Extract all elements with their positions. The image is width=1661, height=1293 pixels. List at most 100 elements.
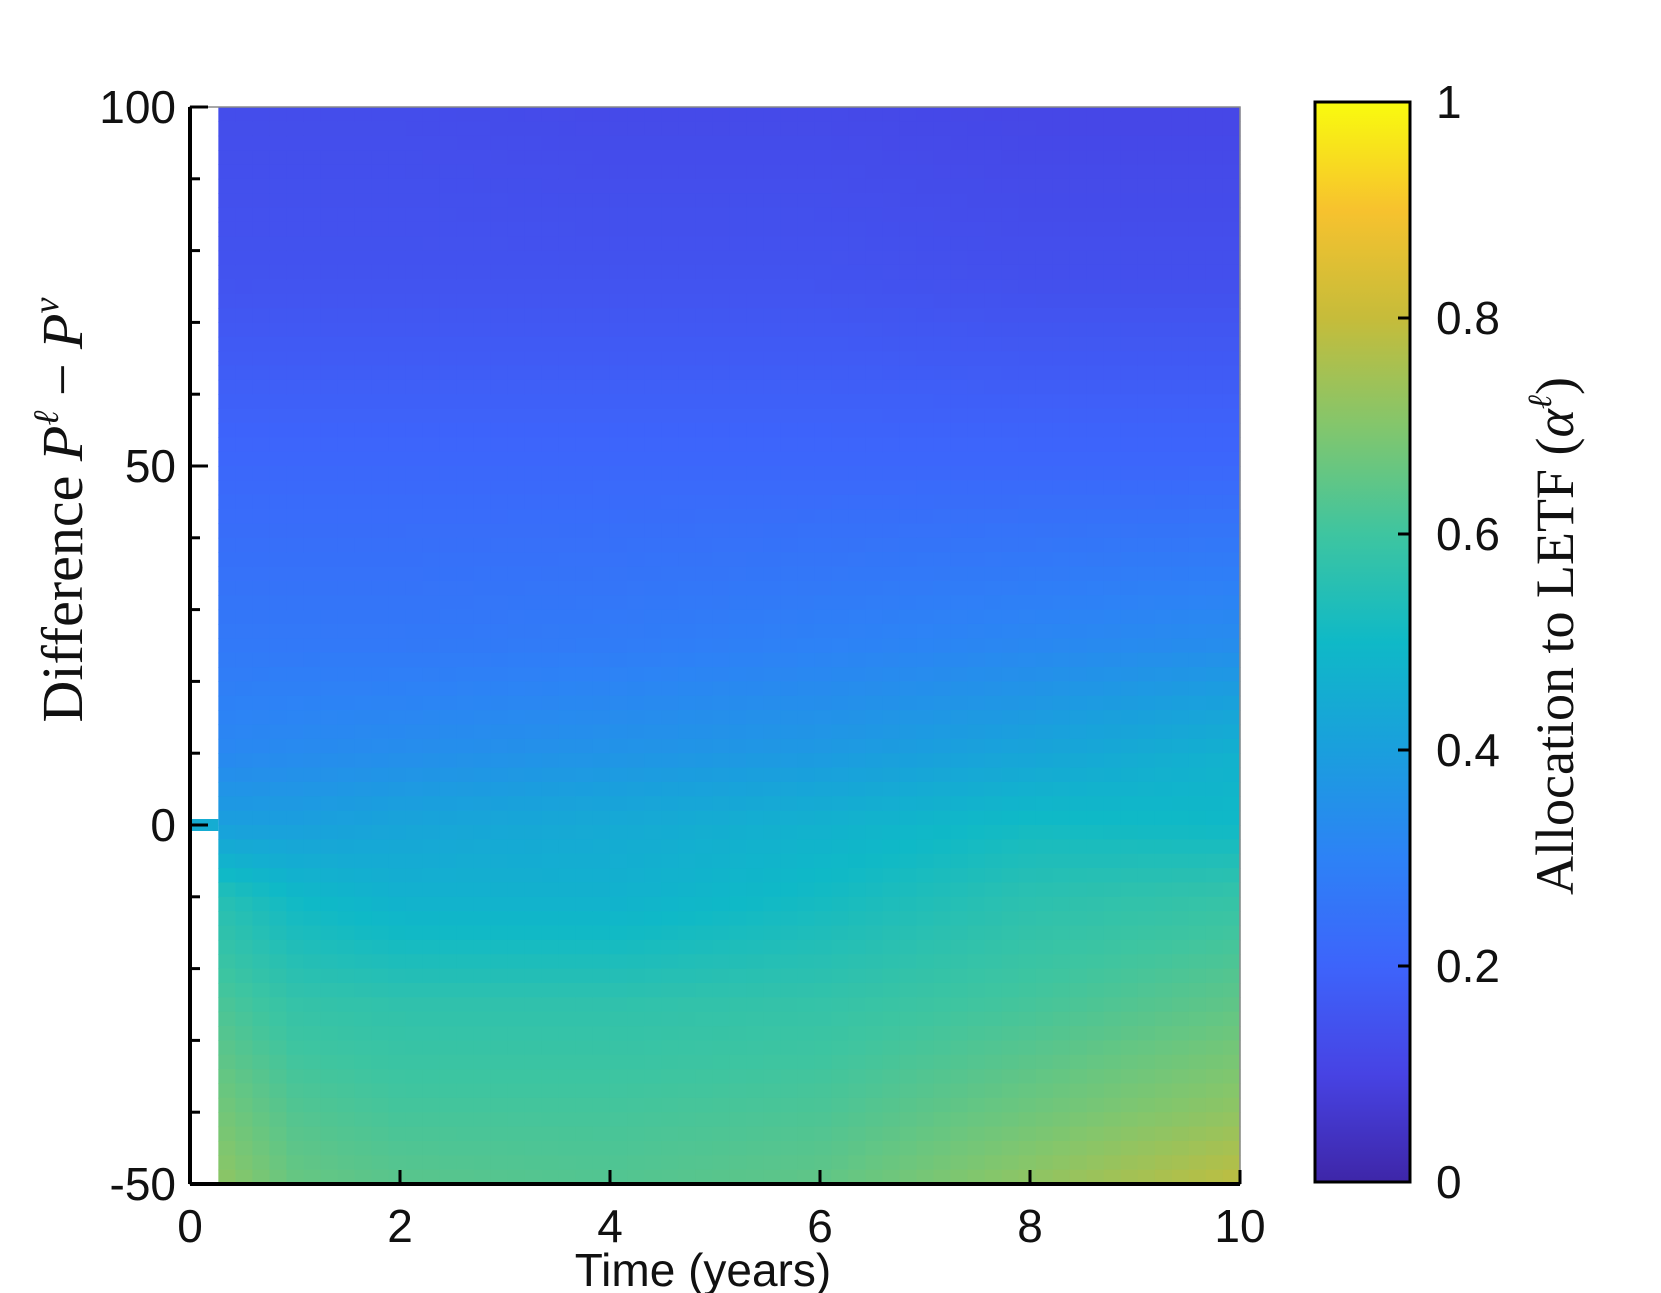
heatmap-cell xyxy=(1001,738,1020,754)
heatmap-cell xyxy=(405,982,424,998)
heatmap-cell xyxy=(882,308,901,323)
heatmap-cell xyxy=(269,681,288,697)
y-tick-label: -50 xyxy=(110,1158,176,1210)
heatmap-cell xyxy=(1171,997,1190,1013)
heatmap-cell xyxy=(1086,1169,1105,1185)
heatmap-cell xyxy=(1086,236,1105,252)
heatmap-cell xyxy=(678,896,696,912)
heatmap-cell xyxy=(473,695,492,711)
heatmap-cell xyxy=(524,753,543,769)
heatmap-cell xyxy=(422,537,441,553)
heatmap-cell xyxy=(320,724,339,740)
heatmap-cell xyxy=(439,810,458,826)
heatmap-cell xyxy=(967,1026,986,1041)
heatmap-cell xyxy=(627,509,645,525)
heatmap-cell xyxy=(473,853,492,869)
heatmap-cell xyxy=(882,1126,901,1142)
heatmap-cell xyxy=(1205,164,1224,180)
heatmap-cell xyxy=(950,552,969,568)
heatmap-cell xyxy=(524,193,543,209)
heatmap-cell xyxy=(1001,1169,1020,1185)
heatmap-cell xyxy=(644,236,662,252)
heatmap-cell xyxy=(712,279,730,295)
heatmap-cell xyxy=(337,1140,356,1156)
heatmap-cell xyxy=(575,753,594,769)
heatmap-cell xyxy=(422,221,441,237)
heatmap-cell xyxy=(712,207,730,223)
heatmap-cell xyxy=(575,767,594,783)
heatmap-cell xyxy=(746,667,764,682)
heatmap-cell xyxy=(780,221,798,237)
heatmap-cell xyxy=(507,494,526,510)
heatmap-cell xyxy=(286,796,305,812)
heatmap-cell xyxy=(1001,896,1020,912)
heatmap-cell xyxy=(899,781,918,797)
heatmap-cell xyxy=(592,523,611,539)
heatmap-cell xyxy=(541,638,560,654)
heatmap-cell xyxy=(592,336,611,352)
heatmap-cell xyxy=(371,595,390,611)
heatmap-cell xyxy=(695,1112,713,1128)
heatmap-cell xyxy=(916,178,935,194)
heatmap-cell xyxy=(729,1054,747,1070)
heatmap-cell xyxy=(473,595,492,611)
heatmap-cell xyxy=(371,135,390,151)
heatmap-cell xyxy=(1069,911,1088,927)
heatmap-cell xyxy=(984,939,1003,955)
heatmap-cell xyxy=(865,351,884,367)
heatmap-cell xyxy=(422,121,441,137)
heatmap-cell xyxy=(609,853,628,869)
heatmap-cell xyxy=(848,738,866,754)
heatmap-cell xyxy=(899,667,918,682)
heatmap-cell xyxy=(678,997,696,1013)
heatmap-cell xyxy=(575,681,594,697)
heatmap-cell xyxy=(507,825,526,840)
heatmap-cell xyxy=(507,107,526,122)
heatmap-cell xyxy=(882,853,901,869)
heatmap-cell xyxy=(303,1026,322,1041)
heatmap-cell xyxy=(780,853,798,869)
heatmap-cell xyxy=(848,825,866,840)
heatmap-cell xyxy=(882,193,901,209)
heatmap-cell xyxy=(1137,509,1156,525)
heatmap-cell xyxy=(797,753,815,769)
heatmap-cell xyxy=(524,652,543,668)
heatmap-cell xyxy=(507,1169,526,1185)
heatmap-cell xyxy=(1154,379,1173,395)
heatmap-cell xyxy=(848,1126,866,1142)
heatmap-cell xyxy=(627,939,645,955)
heatmap-cell xyxy=(831,178,849,194)
heatmap-cell xyxy=(456,509,475,525)
heatmap-cell xyxy=(1188,695,1207,711)
heatmap-cell xyxy=(967,925,986,941)
heatmap-cell xyxy=(712,939,730,955)
heatmap-cell xyxy=(746,753,764,769)
heatmap-cell xyxy=(763,466,781,481)
heatmap-cell xyxy=(1154,552,1173,568)
heatmap-cell xyxy=(269,738,288,754)
heatmap-cell xyxy=(644,968,662,984)
heatmap-cell xyxy=(695,1097,713,1113)
heatmap-cell xyxy=(490,1054,509,1070)
heatmap-cell xyxy=(388,609,407,625)
heatmap-cell xyxy=(337,365,356,381)
heatmap-cell xyxy=(763,250,781,266)
heatmap-cell xyxy=(507,767,526,783)
heatmap-cell xyxy=(1035,466,1054,481)
heatmap-cell xyxy=(354,207,373,223)
heatmap-cell xyxy=(1069,1054,1088,1070)
heatmap-cell xyxy=(984,466,1003,481)
heatmap-cell xyxy=(1052,264,1071,280)
heatmap-cell xyxy=(439,1097,458,1113)
heatmap-cell xyxy=(1205,422,1224,438)
heatmap-cell xyxy=(320,293,339,309)
heatmap-cell xyxy=(644,796,662,812)
heatmap-cell xyxy=(371,724,390,740)
heatmap-cell xyxy=(831,365,849,381)
heatmap-cell xyxy=(848,480,866,496)
heatmap-cell xyxy=(541,164,560,180)
heatmap-cell xyxy=(950,365,969,381)
heatmap-cell xyxy=(695,537,713,553)
heatmap-cell xyxy=(763,609,781,625)
heatmap-cell xyxy=(558,408,577,424)
